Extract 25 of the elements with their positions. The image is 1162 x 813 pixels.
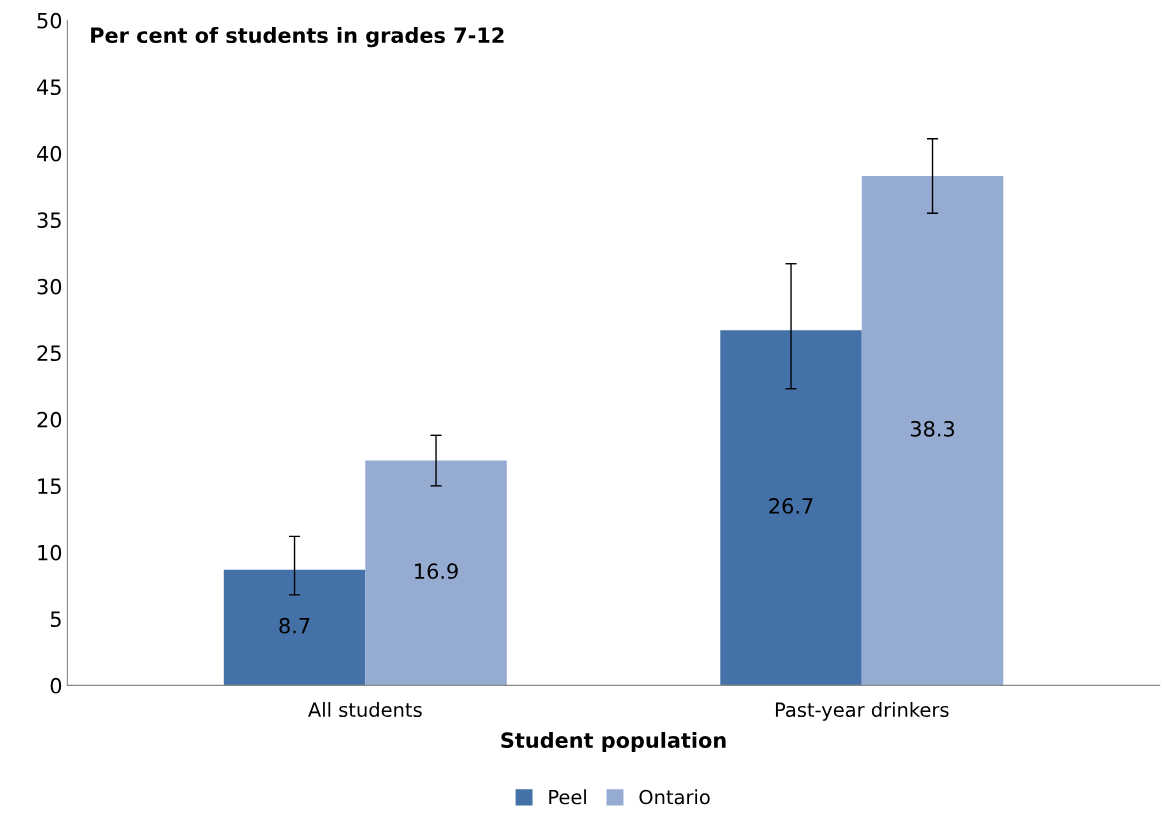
- legend-label: Ontario: [639, 789, 710, 805]
- x-tick-label: All students: [308, 702, 422, 718]
- y-tick-label: 0: [50, 677, 62, 694]
- bar: [861, 175, 1004, 686]
- data-label: 8.7: [279, 617, 310, 634]
- legend-label: Peel: [549, 789, 586, 805]
- y-tick-label: 45: [37, 79, 61, 96]
- bar: [365, 460, 507, 686]
- y-tick-label: 15: [38, 478, 61, 495]
- y-tick-label: 40: [37, 145, 62, 162]
- x-tick-label: Past-year drinkers: [775, 702, 949, 721]
- y-tick-label: 25: [37, 345, 61, 362]
- bar: [720, 330, 862, 686]
- y-tick-label: 10: [38, 544, 62, 561]
- bar: [223, 569, 366, 686]
- y-tick-label: 50: [37, 12, 62, 29]
- data-label: 38.3: [910, 420, 955, 437]
- y-tick-label: 30: [37, 278, 62, 295]
- y-tick-label: 35: [37, 212, 61, 229]
- y-axis-title: Per cent of students in grades 7-12: [91, 26, 504, 48]
- y-tick-label: 5: [50, 611, 61, 628]
- data-label: 16.9: [415, 563, 458, 580]
- y-tick-label: 20: [37, 411, 62, 428]
- x-axis-title: Student population: [501, 731, 726, 753]
- data-label: 26.7: [769, 498, 813, 514]
